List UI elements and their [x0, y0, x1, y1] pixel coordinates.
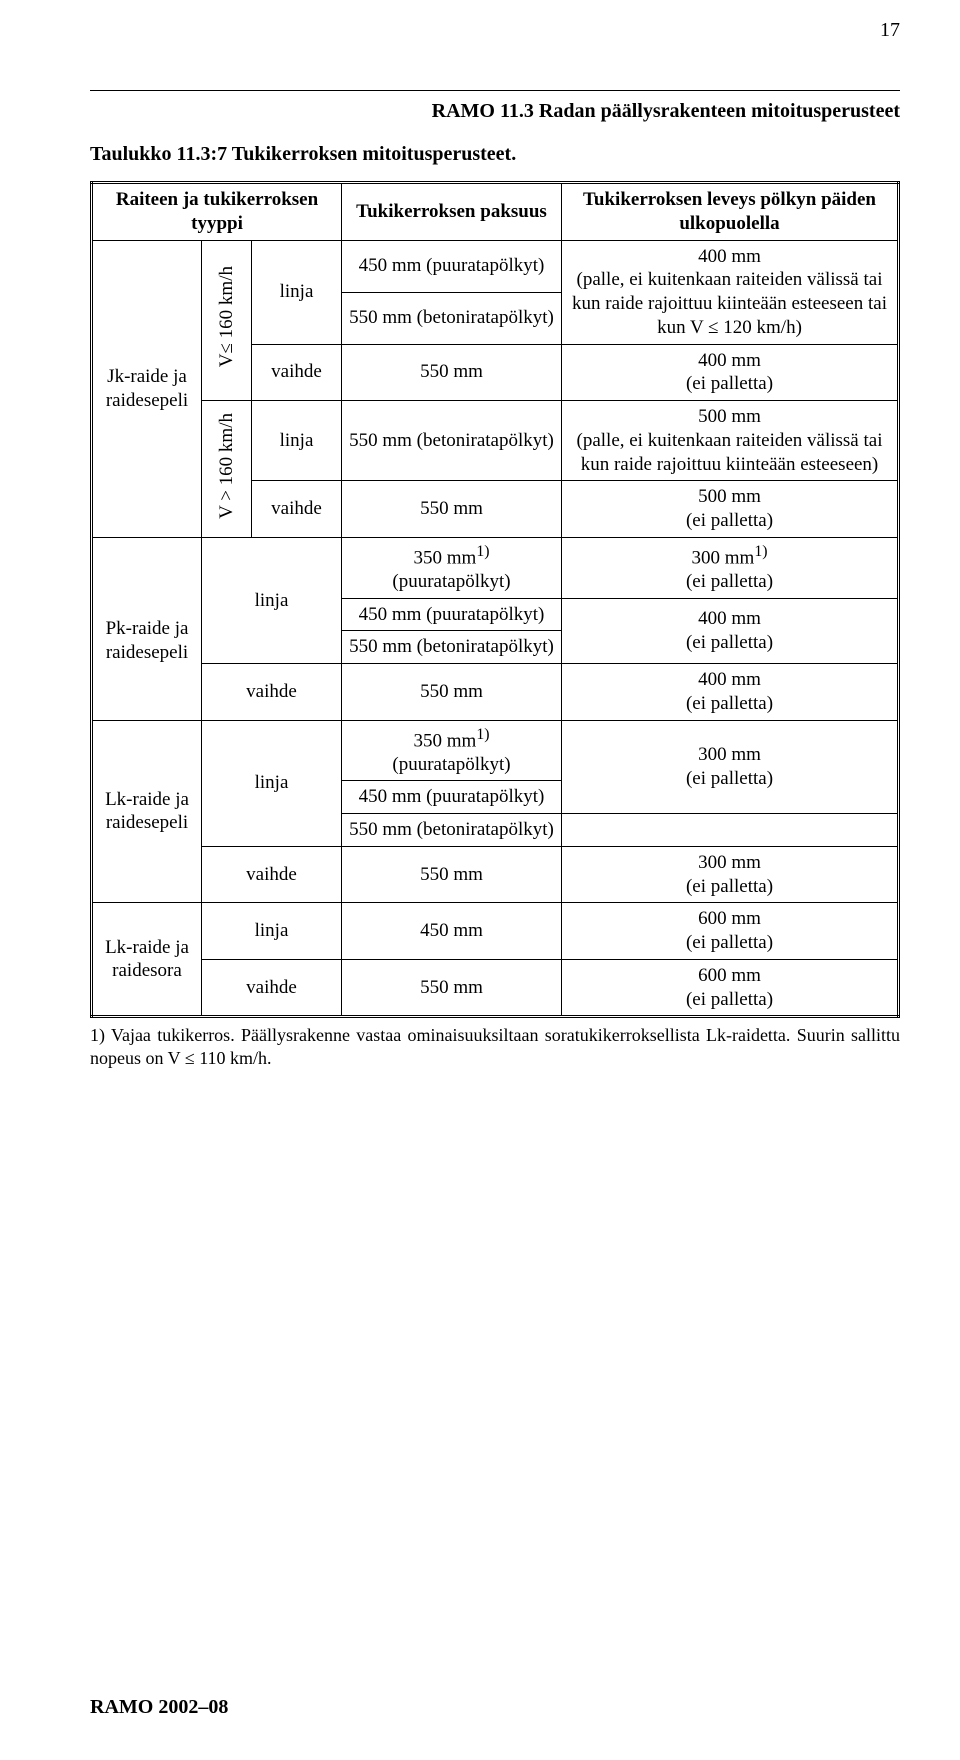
- sup: 1): [476, 543, 489, 560]
- thickness-cell: 550 mm (betoniratapölkyt): [342, 814, 562, 847]
- type-cell: vaihde: [252, 481, 342, 538]
- type-cell: linja: [202, 720, 342, 846]
- table-row: V > 160 km/h linja 550 mm (betoniratapöl…: [92, 401, 899, 481]
- horizontal-rule: [90, 90, 900, 91]
- label-text: Lk-raide ja: [105, 789, 189, 810]
- thickness-cell: 350 mm1) (puuratapölkyt): [342, 537, 562, 598]
- width-cell: [562, 814, 899, 847]
- label-text: raidesepeli: [106, 642, 188, 663]
- width-cell: 600 mm (ei palletta): [562, 903, 899, 960]
- table-row: Lk-raide ja raidesepeli linja 350 mm1) (…: [92, 720, 899, 781]
- value: (puuratapölkyt): [392, 754, 510, 775]
- table-row: Pk-raide ja raidesepeli linja 350 mm1) (…: [92, 537, 899, 598]
- group-label-lksora: Lk-raide ja raidesora: [92, 903, 202, 1017]
- label-text: Lk-raide ja: [105, 937, 189, 958]
- width-cell: 500 mm (palle, ei kuitenkaan raiteiden v…: [562, 401, 899, 481]
- width-cell: 500 mm (ei palletta): [562, 481, 899, 538]
- type-cell: vaihde: [202, 959, 342, 1017]
- width-cell: 300 mm1) (ei palletta): [562, 537, 899, 598]
- header-col1: Raiteen ja tukikerroksen tyyppi: [92, 183, 342, 241]
- thickness-cell: 450 mm: [342, 903, 562, 960]
- table-row: Jk-raide ja raidesepeli V≤ 160 km/h linj…: [92, 240, 899, 292]
- thickness-cell: 350 mm1) (puuratapölkyt): [342, 720, 562, 781]
- value: 350 mm: [414, 547, 477, 568]
- type-cell: linja: [202, 903, 342, 960]
- table-row: vaihde 550 mm 600 mm (ei palletta): [92, 959, 899, 1017]
- group-label-pk: Pk-raide ja raidesepeli: [92, 537, 202, 720]
- type-cell: linja: [202, 537, 342, 663]
- width-cell: 400 mm (palle, ei kuitenkaan raiteiden v…: [562, 240, 899, 344]
- thickness-cell: 550 mm: [342, 846, 562, 903]
- label-text: raidesora: [112, 960, 182, 981]
- type-cell: vaihde: [202, 664, 342, 721]
- type-cell: vaihde: [252, 344, 342, 401]
- thickness-cell: 550 mm: [342, 664, 562, 721]
- table-footnote: 1) Vajaa tukikerros. Päällysrakenne vast…: [90, 1024, 900, 1069]
- thickness-cell: 450 mm (puuratapölkyt): [342, 598, 562, 631]
- width-cell: 400 mm (ei palletta): [562, 344, 899, 401]
- speed-label: V > 160 km/h: [215, 407, 239, 525]
- label-text: raidesepeli: [106, 812, 188, 833]
- group-label-jk: Jk-raide ja raidesepeli: [92, 240, 202, 537]
- speed-label: V≤ 160 km/h: [215, 260, 239, 373]
- sup: 1): [754, 543, 767, 560]
- label-text: raidesepeli: [106, 390, 188, 411]
- thickness-cell: 550 mm (betoniratapölkyt): [342, 292, 562, 344]
- value: 350 mm: [414, 730, 477, 751]
- table-caption: Taulukko 11.3:7 Tukikerroksen mitoituspe…: [90, 142, 900, 167]
- group-label-lk: Lk-raide ja raidesepeli: [92, 720, 202, 903]
- width-cell: 400 mm (ei palletta): [562, 598, 899, 664]
- speed-cell: V > 160 km/h: [202, 401, 252, 538]
- type-cell: linja: [252, 401, 342, 481]
- table-header-row: Raiteen ja tukikerroksen tyyppi Tukikerr…: [92, 183, 899, 241]
- type-cell: linja: [252, 240, 342, 344]
- table-row: Lk-raide ja raidesora linja 450 mm 600 m…: [92, 903, 899, 960]
- width-cell: 400 mm (ei palletta): [562, 664, 899, 721]
- value: (puuratapölkyt): [392, 571, 510, 592]
- speed-cell: V≤ 160 km/h: [202, 240, 252, 401]
- sup: 1): [476, 726, 489, 743]
- header-col3: Tukikerroksen leveys pölkyn päiden ulkop…: [562, 183, 899, 241]
- tukikerros-table: Raiteen ja tukikerroksen tyyppi Tukikerr…: [90, 181, 900, 1018]
- width-cell: 300 mm (ei palletta): [562, 846, 899, 903]
- width-cell: 300 mm (ei palletta): [562, 720, 899, 814]
- thickness-cell: 550 mm (betoniratapölkyt): [342, 631, 562, 664]
- width-cell: 600 mm (ei palletta): [562, 959, 899, 1017]
- header-col2: Tukikerroksen paksuus: [342, 183, 562, 241]
- table-row: vaihde 550 mm 400 mm (ei palletta): [92, 664, 899, 721]
- page-number: 17: [880, 18, 900, 43]
- type-cell: vaihde: [202, 846, 342, 903]
- page: 17 RAMO 11.3 Radan päällysrakenteen mito…: [0, 0, 960, 1760]
- footer-text: RAMO 2002–08: [90, 1695, 228, 1720]
- label-text: Pk-raide ja: [106, 618, 189, 639]
- label-text: Jk-raide ja: [107, 366, 187, 387]
- value: 300 mm: [692, 547, 755, 568]
- thickness-cell: 550 mm: [342, 344, 562, 401]
- thickness-cell: 550 mm: [342, 959, 562, 1017]
- table-row: vaihde 550 mm 300 mm (ei palletta): [92, 846, 899, 903]
- section-title: RAMO 11.3 Radan päällysrakenteen mitoitu…: [90, 99, 900, 124]
- thickness-cell: 450 mm (puuratapölkyt): [342, 240, 562, 292]
- thickness-cell: 550 mm (betoniratapölkyt): [342, 401, 562, 481]
- thickness-cell: 550 mm: [342, 481, 562, 538]
- value: (ei palletta): [686, 571, 773, 592]
- thickness-cell: 450 mm (puuratapölkyt): [342, 781, 562, 814]
